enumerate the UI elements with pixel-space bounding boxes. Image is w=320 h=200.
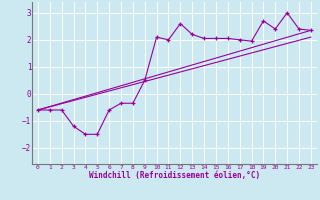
X-axis label: Windchill (Refroidissement éolien,°C): Windchill (Refroidissement éolien,°C): [89, 171, 260, 180]
